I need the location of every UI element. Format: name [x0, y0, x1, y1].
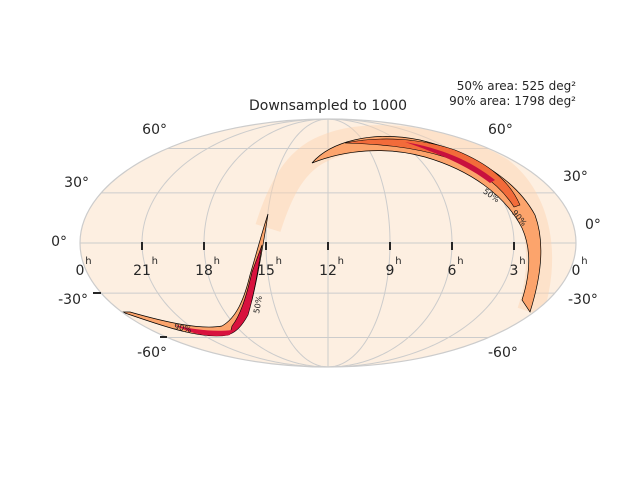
lon-tick-unit: h — [395, 256, 401, 267]
lat-label-right-0: 0° — [585, 217, 601, 233]
lon-tick-unit: h — [338, 256, 344, 267]
lon-tick-label: 6 — [448, 263, 457, 279]
lat-label-right-60: 60° — [488, 122, 513, 138]
probability-region — [121, 125, 553, 337]
lon-tick-label: 18 — [195, 263, 213, 279]
lon-tick-unit: h — [152, 256, 158, 267]
lon-tick-unit: h — [457, 256, 463, 267]
lon-tick-label: 15 — [257, 263, 275, 279]
annotation-50-area: 50% area: 525 deg² — [457, 79, 576, 93]
contour-label-50-left: 50% — [252, 295, 264, 314]
chart-title: Downsampled to 1000 — [249, 98, 407, 114]
lat-label-left-m60: -60° — [137, 345, 167, 361]
lon-tick-unit: h — [214, 256, 220, 267]
prob-region-arc-90 — [311, 136, 542, 313]
lon-tick-unit: h — [519, 256, 525, 267]
lon-tick-label: 12 — [319, 263, 337, 279]
lon-tick-unit: h — [276, 256, 282, 267]
lon-tick-label: 0 — [572, 263, 581, 279]
lon-tick-label: 3 — [510, 263, 519, 279]
lat-label-right-30: 30° — [563, 169, 588, 185]
lon-tick-label: 0 — [76, 263, 85, 279]
lon-tick-unit: h — [581, 256, 587, 267]
latitude-labels: 60° 30° 0° -30° -60° 60° 30° 0° -30° -60… — [51, 122, 601, 361]
contour-label-90-left: 90% — [173, 322, 193, 335]
lat-label-left-m30: -30° — [58, 292, 88, 308]
lat-label-left-60: 60° — [142, 122, 167, 138]
lon-tick-label: 9 — [386, 263, 395, 279]
lon-tick-unit: h — [85, 256, 91, 267]
lat-label-right-m30: -30° — [568, 292, 598, 308]
prob-region-arc-peak — [405, 142, 495, 183]
map-outline — [79, 118, 577, 368]
annotation-90-area: 90% area: 1798 deg² — [449, 94, 576, 108]
lat-label-left-30: 30° — [64, 175, 89, 191]
lat-label-left-0: 0° — [51, 234, 67, 250]
prob-region-scurve-50 — [229, 244, 263, 335]
lat-label-right-m60: -60° — [488, 345, 518, 361]
lon-tick-label: 21 — [133, 263, 151, 279]
prob-region-scurve-tail — [175, 325, 232, 336]
